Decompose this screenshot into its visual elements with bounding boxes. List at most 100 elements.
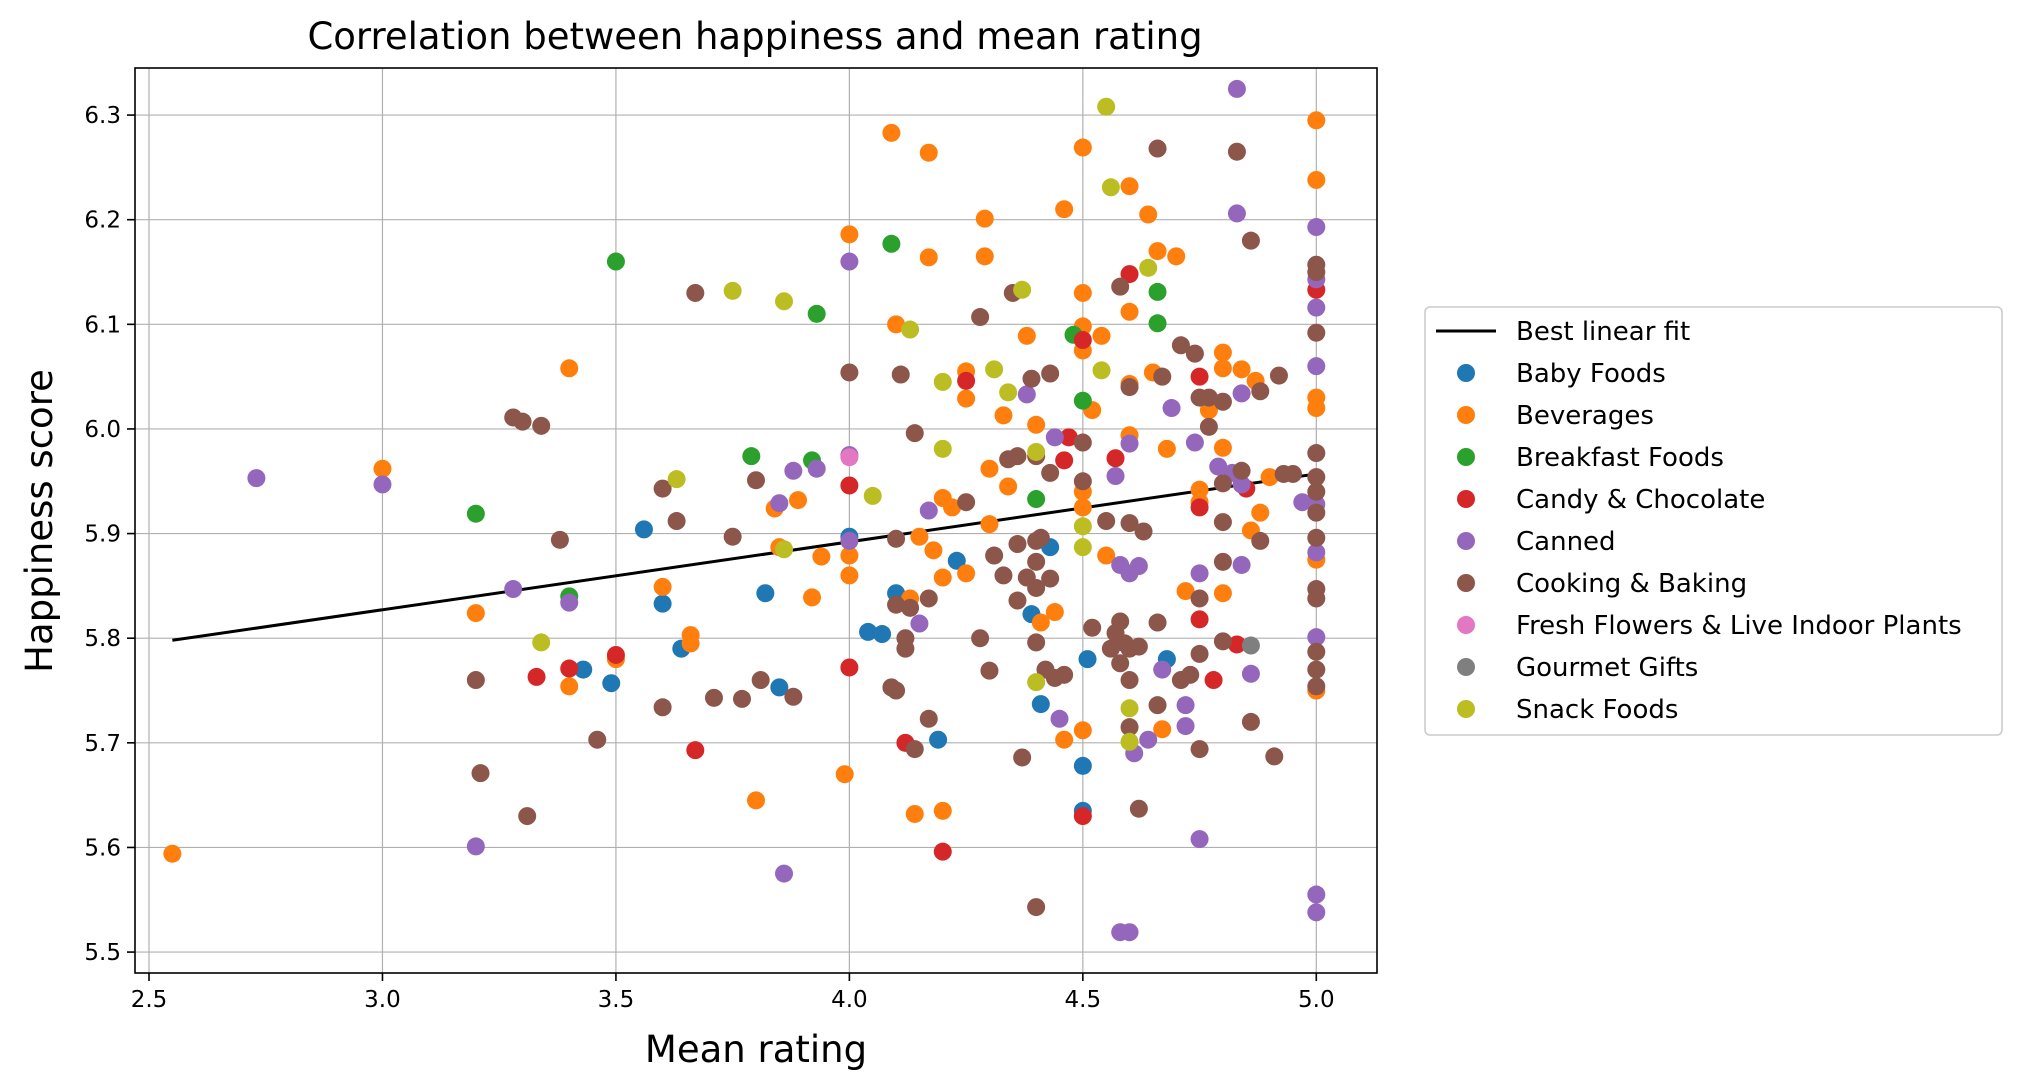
- data-point: [1059, 428, 1078, 447]
- data-point: [1181, 665, 1200, 684]
- data-point: [1190, 644, 1209, 663]
- data-point: [373, 475, 392, 494]
- data-point: [466, 504, 485, 523]
- data-point: [1190, 367, 1209, 386]
- data-point: [1204, 671, 1223, 690]
- data-point: [1251, 503, 1270, 522]
- data-point: [840, 566, 859, 585]
- data-point: [1073, 331, 1092, 350]
- legend-label: Breakfast Foods: [1516, 443, 1724, 473]
- data-point: [756, 584, 775, 603]
- series-cooking-baking: [466, 139, 1326, 917]
- data-point: [550, 530, 569, 549]
- data-point: [681, 634, 700, 653]
- data-point: [1073, 433, 1092, 452]
- data-point: [1106, 449, 1125, 468]
- data-point: [1120, 302, 1139, 321]
- data-point: [1013, 280, 1032, 299]
- data-point: [1073, 538, 1092, 557]
- data-point: [873, 625, 892, 644]
- series-canned: [247, 79, 1326, 942]
- data-point: [1045, 428, 1064, 447]
- legend-marker: [1457, 574, 1475, 592]
- data-point: [653, 479, 672, 498]
- data-point: [1073, 472, 1092, 491]
- y-tick-label: 6.0: [84, 417, 121, 443]
- data-point: [1017, 385, 1036, 404]
- legend-frame: [1424, 306, 2003, 736]
- data-point: [1022, 369, 1041, 388]
- data-point: [588, 730, 607, 749]
- data-point: [957, 564, 976, 583]
- data-point: [807, 459, 826, 478]
- data-point: [1120, 699, 1139, 718]
- data-point: [784, 461, 803, 480]
- data-point: [1078, 650, 1097, 669]
- data-point: [1129, 637, 1148, 656]
- data-point: [1213, 513, 1232, 532]
- data-point: [560, 677, 579, 696]
- best-fit-line: [172, 472, 1317, 642]
- data-point: [994, 406, 1013, 425]
- data-point: [1190, 480, 1209, 499]
- legend-label: Gourmet Gifts: [1516, 653, 1698, 683]
- series-fresh-flowers-live-indoor-plants: [840, 448, 859, 467]
- data-point: [1111, 612, 1130, 631]
- data-point: [905, 740, 924, 759]
- data-point: [929, 730, 948, 749]
- data-point: [1307, 503, 1326, 522]
- data-point: [957, 493, 976, 512]
- data-point: [606, 252, 625, 271]
- data-point: [919, 709, 938, 728]
- data-point: [840, 448, 859, 467]
- data-point: [1097, 97, 1116, 116]
- y-tick-label: 5.5: [84, 940, 121, 966]
- data-point: [560, 593, 579, 612]
- data-point: [901, 320, 920, 339]
- legend-label: Baby Foods: [1516, 359, 1666, 389]
- data-point: [1190, 589, 1209, 608]
- data-point: [1097, 512, 1116, 531]
- data-point: [471, 764, 490, 783]
- data-point: [919, 501, 938, 520]
- legend: Best linear fit Baby Foods Beverages Breakf…: [1424, 306, 2003, 736]
- data-point: [1213, 584, 1232, 603]
- data-point: [1101, 639, 1120, 658]
- data-point: [1307, 903, 1326, 922]
- data-point: [1307, 628, 1326, 647]
- data-point: [980, 661, 999, 680]
- data-point: [1120, 378, 1139, 397]
- data-point: [933, 568, 952, 587]
- data-point: [513, 412, 532, 431]
- data-point: [1269, 366, 1288, 385]
- legend-marker: [1457, 658, 1475, 676]
- y-tick-label: 5.7: [84, 731, 121, 757]
- data-point: [1027, 490, 1046, 509]
- data-point: [896, 629, 915, 648]
- data-point: [1027, 673, 1046, 692]
- data-point: [943, 498, 962, 517]
- legend-marker: [1457, 490, 1475, 508]
- data-point: [1031, 613, 1050, 632]
- data-point: [1106, 467, 1125, 486]
- y-tick-label: 5.6: [84, 835, 121, 861]
- data-point: [1307, 589, 1326, 608]
- data-point: [1073, 138, 1092, 157]
- data-point: [863, 486, 882, 505]
- data-point: [1307, 482, 1326, 501]
- data-point: [1055, 665, 1074, 684]
- data-point: [1073, 517, 1092, 536]
- data-point: [1073, 807, 1092, 826]
- data-point: [667, 470, 686, 489]
- data-point: [1265, 747, 1284, 766]
- data-point: [770, 678, 789, 697]
- data-point: [518, 807, 537, 826]
- data-point: [1120, 671, 1139, 690]
- data-point: [910, 614, 929, 633]
- data-point: [1148, 314, 1167, 333]
- data-point: [1227, 79, 1246, 98]
- data-point: [1185, 344, 1204, 363]
- data-point: [905, 424, 924, 443]
- data-point: [1307, 642, 1326, 661]
